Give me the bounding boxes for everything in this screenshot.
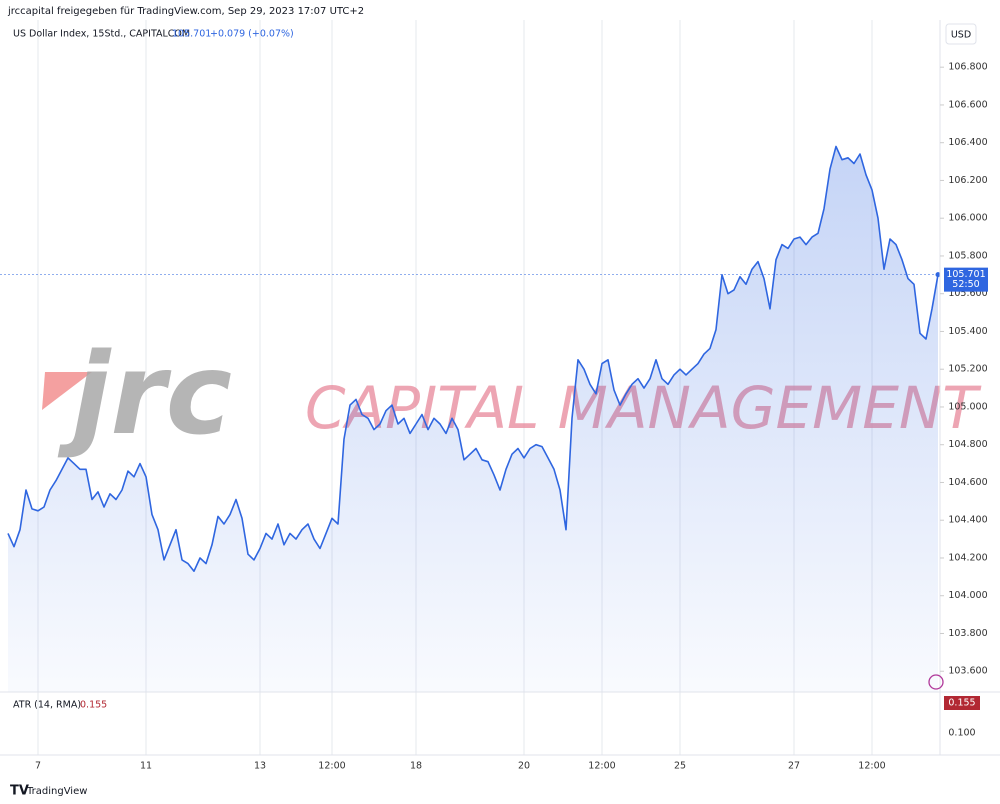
y-tick-label: 106.200 — [948, 175, 987, 186]
x-tick-label: 11 — [140, 761, 152, 772]
y-tick-label: 106.400 — [948, 137, 987, 148]
indicator-name: ATR (14, RMA) — [13, 700, 81, 711]
y-tick-label: 104.600 — [948, 477, 987, 488]
area-fill — [8, 146, 938, 692]
y-tick-label: 106.600 — [948, 99, 987, 110]
watermark-shape — [42, 372, 92, 410]
legend-change: +0.079 (+0.07%) — [210, 29, 294, 40]
y-tick-label: 104.400 — [948, 515, 987, 526]
y-tick-label: 104.200 — [948, 552, 987, 563]
plot — [0, 145, 941, 692]
currency[interactable]: USD — [951, 30, 971, 41]
y-tick-label: 104.000 — [948, 590, 987, 601]
header-title: jrccapital freigegeben für TradingView.c… — [7, 6, 364, 17]
y-tick-label: 104.800 — [948, 439, 987, 450]
indicator-axis-badge — [944, 696, 980, 710]
x-tick-label: 25 — [674, 761, 686, 772]
price-line — [7, 145, 939, 572]
x-tick-label: 12:00 — [588, 761, 615, 772]
y-tick-label: 106.000 — [948, 213, 987, 224]
x-tick-label: 12:00 — [318, 761, 345, 772]
indicator-axis-tick: 0.100 — [948, 728, 975, 739]
x-tick-label: 7 — [35, 761, 41, 772]
price-badge-value: 105.701 — [946, 269, 985, 280]
legend-name: US Dollar Index, 15Std., CAPITALCOM — [13, 29, 190, 40]
x-tick-label: 18 — [410, 761, 422, 772]
y-tick-label: 105.000 — [948, 401, 987, 412]
indicator-value: 0.155 — [80, 700, 107, 711]
x-tick-label: 12:00 — [858, 761, 885, 772]
price-badge — [944, 267, 988, 292]
y-tick-label: 105.200 — [948, 364, 987, 375]
alert-icon[interactable] — [928, 674, 944, 690]
y-tick-label: 103.600 — [948, 666, 987, 677]
watermark-logo: jrc — [57, 330, 232, 460]
y-tick-label: 105.400 — [948, 326, 987, 337]
last-point — [935, 272, 941, 278]
footer-logo: TV — [10, 784, 29, 799]
currency-box[interactable] — [945, 23, 977, 45]
legend-last: 105.701 — [172, 29, 211, 40]
y-tick-label: 103.800 — [948, 628, 987, 639]
y-tick-label: 105.600 — [948, 288, 987, 299]
y-tick-label: 105.800 — [948, 250, 987, 261]
price-badge-countdown: 52:50 — [952, 279, 979, 290]
indicator-axis-value: 0.155 — [948, 698, 975, 709]
x-tick-label: 13 — [254, 761, 266, 772]
y-tick-label: 106.800 — [948, 62, 987, 73]
x-tick-label: 20 — [518, 761, 530, 772]
footer-brand: TradingView — [26, 786, 87, 797]
x-tick-label: 27 — [788, 761, 800, 772]
